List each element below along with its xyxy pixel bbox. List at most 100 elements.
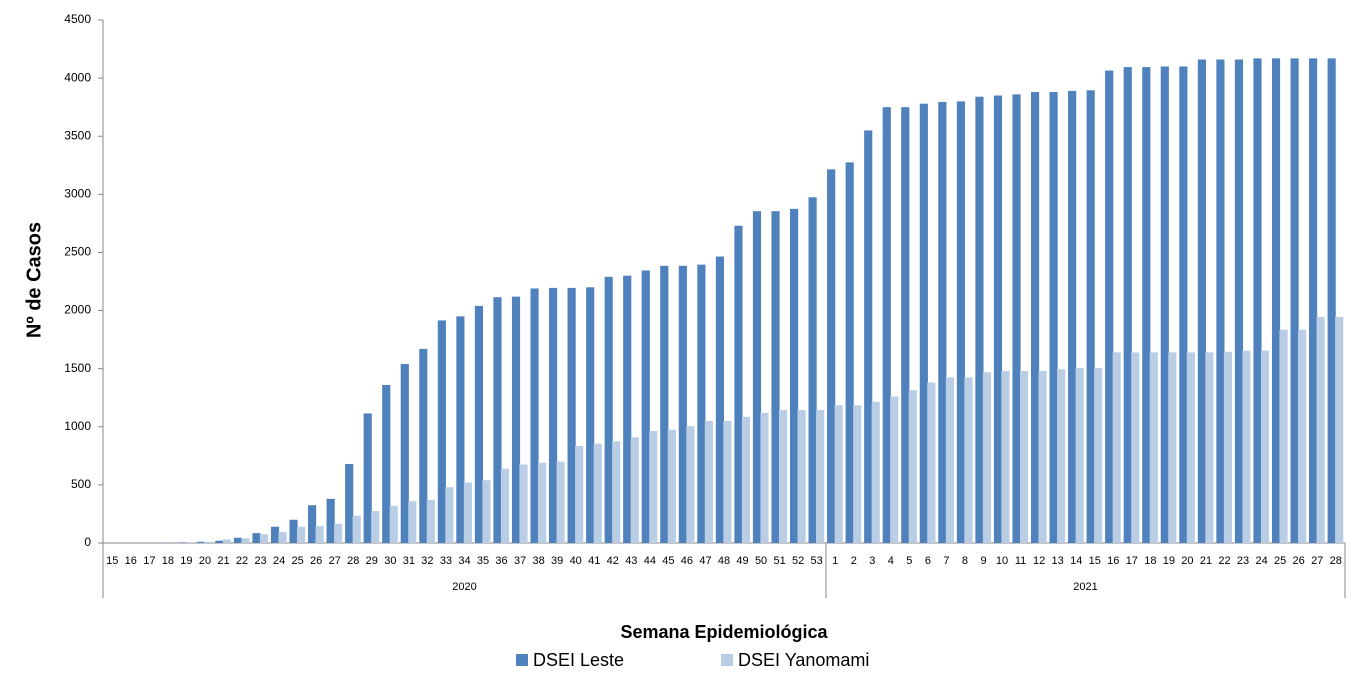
bar: [715, 256, 724, 543]
x-tick-label: 29: [366, 555, 378, 567]
x-tick-label: 27: [329, 555, 341, 567]
bar: [1068, 90, 1077, 543]
bar: [1105, 70, 1114, 543]
bar: [808, 197, 817, 543]
x-tick-label: 50: [755, 555, 767, 567]
group-label: 2021: [1073, 581, 1097, 593]
bar: [1049, 92, 1058, 544]
x-tick-label: 15: [1089, 555, 1101, 567]
bar: [1112, 352, 1121, 543]
x-tick-label: 25: [292, 555, 304, 567]
x-tick-label: 19: [180, 555, 192, 567]
bar: [789, 208, 799, 543]
x-tick-label: 20: [199, 555, 211, 567]
bar: [222, 539, 231, 543]
bar: [956, 101, 965, 543]
x-tick-label: 6: [925, 555, 931, 567]
x-tick-label: 36: [495, 555, 507, 567]
x-tick-label: 2: [851, 555, 857, 567]
bar: [853, 405, 862, 543]
bar: [660, 265, 669, 543]
bar: [408, 501, 417, 543]
x-tick-label: 45: [662, 555, 674, 567]
x-tick-label: 5: [906, 555, 912, 567]
bar: [289, 519, 298, 543]
bar: [901, 107, 910, 544]
bar: [1186, 352, 1195, 543]
group-label: 2020: [452, 581, 476, 593]
bar: [233, 537, 243, 543]
bar: [1030, 92, 1040, 544]
bar: [1279, 329, 1288, 543]
bar: [1168, 352, 1177, 543]
bar: [649, 430, 658, 543]
bar: [1260, 350, 1270, 543]
bar: [908, 390, 917, 543]
bar: [864, 130, 873, 543]
x-axis-title: Semana Epidemiológica: [620, 622, 828, 642]
bar: [593, 443, 602, 543]
bar: [400, 364, 409, 543]
y-axis-title: Nº de Casos: [23, 222, 45, 338]
bar: [1094, 368, 1103, 543]
bar: [567, 287, 576, 543]
bar: [964, 377, 973, 543]
bar: [845, 162, 854, 543]
bar: [982, 372, 992, 543]
x-tick-label: 14: [1070, 555, 1082, 567]
bar: [549, 287, 558, 543]
y-tick-label: 3500: [64, 128, 91, 142]
bar: [519, 464, 528, 543]
bar: [371, 511, 380, 543]
bar: [537, 462, 547, 543]
x-tick-label: 47: [699, 555, 711, 567]
bar: [771, 211, 780, 544]
y-tick-label: 1000: [64, 419, 91, 433]
x-tick-label: 41: [588, 555, 600, 567]
x-tick-label: 31: [403, 555, 415, 567]
x-tick-label: 21: [1200, 555, 1212, 567]
x-tick-label: 43: [625, 555, 637, 567]
bar: [493, 297, 502, 543]
bar: [530, 288, 539, 543]
bar: [667, 429, 676, 543]
bar: [389, 505, 398, 543]
bar: [1253, 58, 1262, 543]
bar: [697, 264, 706, 543]
x-tick-label: 17: [1126, 555, 1138, 567]
x-tick-label: 46: [681, 555, 693, 567]
bar: [296, 526, 306, 543]
bar: [919, 103, 928, 544]
bar: [204, 541, 213, 543]
bar: [482, 480, 491, 543]
x-tick-label: 20: [1181, 555, 1193, 567]
bar: [741, 416, 751, 543]
x-tick-label: 40: [570, 555, 582, 567]
bar: [419, 348, 428, 543]
bar: [1223, 351, 1233, 543]
bar: [734, 225, 743, 544]
bar: [1142, 67, 1151, 543]
bar: [575, 445, 584, 543]
x-tick-label: 27: [1311, 555, 1323, 567]
x-tick-label: 13: [1052, 555, 1064, 567]
x-tick-label: 42: [607, 555, 619, 567]
x-tick-label: 33: [440, 555, 452, 567]
bar: [816, 409, 825, 543]
x-tick-label: 21: [217, 555, 229, 567]
bar: [326, 498, 335, 543]
x-tick-label: 8: [962, 555, 968, 567]
bar: [760, 412, 769, 543]
bar: [426, 499, 435, 543]
y-tick-label: 0: [84, 535, 91, 549]
x-tick-label: 23: [254, 555, 266, 567]
bar: [456, 316, 465, 543]
bar: [704, 420, 713, 543]
y-tick-label: 4500: [64, 12, 91, 26]
bar: [259, 534, 269, 543]
bar: [352, 515, 361, 543]
x-tick-label: 51: [773, 555, 785, 567]
bar: [623, 275, 632, 543]
y-tick-label: 500: [71, 477, 91, 491]
